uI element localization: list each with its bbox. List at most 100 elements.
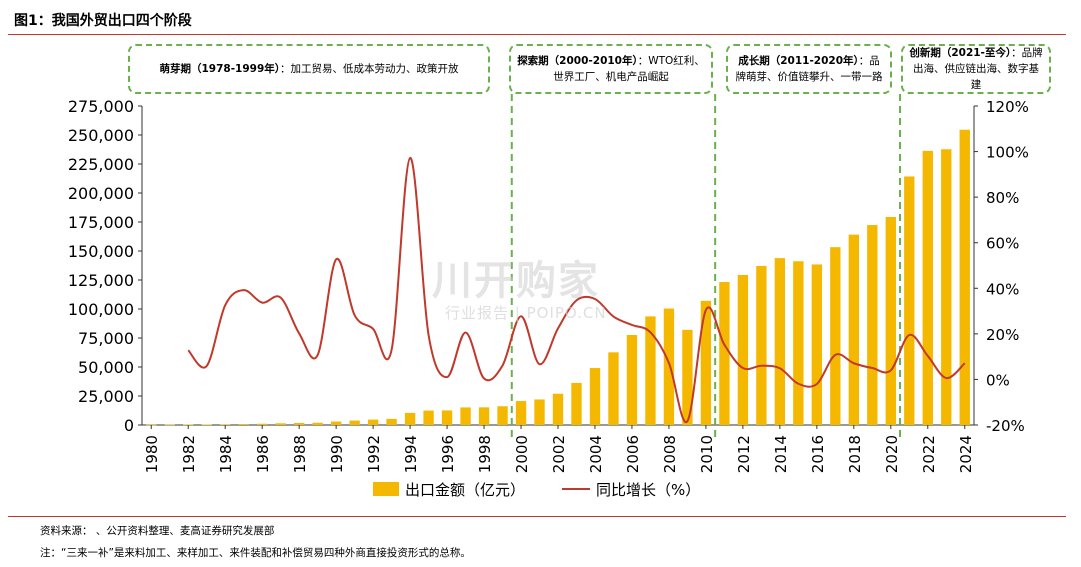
bar-export-2003	[571, 382, 582, 425]
y-left-tick-label: 250,000	[68, 126, 134, 145]
line-yoy-growth	[187, 156, 966, 423]
y-left-tick-label: 75,000	[78, 329, 134, 348]
x-tick-label: 1998	[476, 435, 494, 473]
x-tick-label: 1986	[254, 435, 272, 473]
legend-swatch-export	[373, 482, 399, 496]
bar-export-1989	[312, 422, 323, 425]
bar-export-1986	[257, 423, 268, 425]
top-rule	[8, 34, 1066, 35]
phase-title-sprout: 萌芽期（1978-1999年）	[159, 63, 281, 75]
bar-export-2001	[534, 399, 545, 425]
bar-export-1993	[386, 418, 397, 425]
x-tick-label: 2014	[772, 435, 790, 473]
bar-export-2014	[774, 258, 786, 425]
bar-export-2007	[645, 316, 656, 425]
y-right-tick-label: 40%	[986, 280, 1019, 298]
bar-export-1982	[183, 424, 194, 426]
x-tick-label: 2004	[587, 435, 605, 473]
bar-export-1983	[201, 424, 212, 426]
bar-export-2020	[885, 216, 896, 425]
bar-export-2000	[515, 401, 527, 425]
bar-export-1997	[460, 407, 471, 425]
bar-export-1995	[423, 410, 434, 425]
y-left-tick-label: 200,000	[68, 184, 134, 203]
phase-box-explore: 探索期（2000-2010年）：WTO红利、世界工厂、机电产品崛起	[509, 44, 713, 94]
bar-export-2009	[682, 329, 693, 425]
y-left-tick-label: 150,000	[68, 242, 134, 261]
bar-export-1990	[330, 421, 342, 425]
phase-title-growth: 成长期（2011-2020年）	[738, 55, 859, 67]
bar-export-2021	[904, 176, 915, 425]
y-left-tick-label: 50,000	[78, 358, 134, 377]
watermark-site: 行业报告 | POIPO.CN	[445, 304, 607, 322]
note-line: 注：“三来一补”是来料加工、来样加工、来件装配和补偿贸易四种外商直接投资形式的总…	[40, 547, 471, 559]
x-tick-label: 2002	[550, 435, 568, 473]
bar-export-2023	[941, 149, 952, 425]
x-tick-label: 1988	[291, 435, 309, 473]
x-tick-label: 1980	[143, 435, 161, 473]
bar-export-1988	[293, 422, 305, 425]
phase-box-sprout: 萌芽期（1978-1999年）：加工贸易、低成本劳动力、政策开放	[128, 44, 490, 94]
x-tick-label: 2024	[957, 435, 975, 473]
phase-title-innovation: 创新期（2021-至今）	[909, 47, 1012, 59]
figure-title: 图1：我国外贸出口四个阶段	[14, 13, 192, 29]
legend-label-growth: 同比增长（%）	[596, 481, 700, 499]
legend-label-export: 出口金额（亿元）	[405, 481, 525, 499]
y-right-tick-label: 80%	[986, 189, 1019, 207]
bar-export-2017	[830, 247, 841, 425]
y-right-tick-label: 20%	[986, 326, 1019, 344]
bar-export-1991	[349, 420, 360, 425]
y-right-tick-label: 120%	[986, 98, 1029, 116]
y-left-tick-label: 100,000	[68, 300, 134, 319]
y-right-tick-label: 100%	[986, 144, 1029, 162]
watermark-logo: 川开购家	[432, 258, 600, 304]
bar-export-2022	[922, 150, 933, 426]
bar-export-2018	[848, 234, 859, 425]
bar-export-2015	[793, 261, 804, 425]
bar-export-2008	[663, 308, 675, 425]
bar-export-2002	[552, 393, 564, 425]
x-tick-label: 1996	[439, 435, 457, 473]
y-left-tick-label: 0	[124, 416, 134, 435]
y-left-tick-label: 175,000	[68, 213, 134, 232]
x-tick-label: 1984	[217, 435, 235, 473]
bar-export-1980	[146, 424, 157, 426]
bar-export-1987	[275, 423, 286, 425]
bar-export-2010	[700, 300, 712, 425]
x-tick-label: 2000	[513, 435, 531, 473]
y-left-tick-label: 225,000	[68, 155, 134, 174]
bar-export-1994	[404, 412, 416, 425]
bar-export-1992	[367, 419, 379, 425]
x-tick-label: 2008	[661, 435, 679, 473]
x-tick-label: 1994	[402, 435, 420, 473]
y-right-tick-label: 0%	[986, 371, 1010, 389]
x-tick-label: 2010	[698, 435, 716, 473]
phase-desc-growth: ：品牌萌芽、价值链攀升、一带一路	[735, 55, 883, 83]
x-tick-label: 2018	[846, 435, 864, 473]
x-tick-label: 2020	[883, 435, 901, 473]
x-tick-label: 1992	[365, 435, 383, 473]
phase-box-growth: 成长期（2011-2020年）：品牌萌芽、价值链攀升、一带一路	[726, 44, 892, 94]
bar-export-2019	[867, 225, 878, 425]
phase-box-innovation: 创新期（2021-至今）：品牌出海、供应链出海、数字基建	[901, 44, 1051, 94]
x-tick-label: 1990	[328, 435, 346, 473]
x-tick-label: 2006	[624, 435, 642, 473]
bar-export-1996	[441, 410, 453, 425]
bar-export-2024	[959, 129, 970, 426]
bar-export-2006	[626, 334, 638, 425]
bar-export-2013	[756, 265, 767, 425]
phase-desc-explore: ：WTO红利、世界工厂、机电产品崛起	[553, 55, 705, 83]
bar-export-1998	[478, 407, 490, 425]
y-left-tick-label: 25,000	[78, 387, 134, 406]
y-left-tick-label: 125,000	[68, 271, 134, 290]
x-tick-label: 2016	[809, 435, 827, 473]
x-tick-label: 2012	[735, 435, 753, 473]
bar-export-2011	[719, 282, 730, 425]
bar-export-1981	[164, 424, 175, 426]
phase-desc-innovation: ：品牌出海、供应链出海、数字基建	[913, 47, 1043, 91]
bar-export-2004	[589, 368, 601, 425]
x-tick-label: 2022	[920, 435, 938, 473]
y-right-tick-label: 60%	[986, 235, 1019, 253]
bar-export-2005	[608, 352, 619, 425]
